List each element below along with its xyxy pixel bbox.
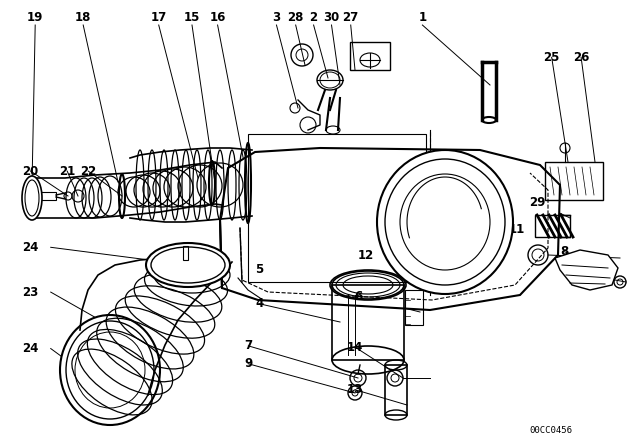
Text: 24: 24	[22, 342, 39, 355]
Text: 27: 27	[342, 10, 359, 24]
Bar	[248, 134, 426, 282]
Text: 6: 6	[355, 290, 362, 303]
Text: 15: 15	[184, 10, 200, 24]
Bar	[545, 162, 603, 200]
Text: 25: 25	[543, 51, 560, 64]
Text: 5: 5	[255, 263, 263, 276]
Text: 1: 1	[419, 10, 426, 24]
Text: 9: 9	[244, 357, 252, 370]
Bar	[535, 215, 570, 237]
Text: 29: 29	[529, 196, 546, 209]
Text: 18: 18	[75, 10, 92, 24]
Text: 2: 2	[310, 10, 317, 24]
Text: 14: 14	[347, 340, 364, 354]
Text: 17: 17	[150, 10, 167, 24]
Text: 12: 12	[358, 249, 374, 262]
Bar	[332, 285, 404, 360]
Text: 16: 16	[209, 10, 226, 24]
Bar	[38, 192, 56, 200]
Text: 3: 3	[273, 10, 280, 24]
Text: 11: 11	[509, 223, 525, 236]
Bar	[385, 365, 407, 415]
Text: 23: 23	[22, 285, 39, 299]
Text: 21: 21	[59, 164, 76, 178]
Text: 22: 22	[80, 164, 97, 178]
Text: 4: 4	[255, 297, 263, 310]
Ellipse shape	[377, 150, 513, 294]
Text: 24: 24	[22, 241, 39, 254]
Bar	[350, 42, 390, 70]
Text: 20: 20	[22, 164, 39, 178]
Text: 7: 7	[244, 339, 252, 353]
Text: 28: 28	[287, 10, 304, 24]
Bar	[405, 290, 423, 325]
Text: 00CC0456: 00CC0456	[529, 426, 572, 435]
Text: 10: 10	[564, 266, 581, 279]
Polygon shape	[220, 148, 560, 310]
Text: 19: 19	[27, 10, 44, 24]
Text: 8: 8	[561, 245, 568, 258]
Polygon shape	[555, 250, 618, 290]
Ellipse shape	[146, 243, 230, 287]
Text: 26: 26	[573, 51, 589, 64]
Bar	[183, 246, 188, 260]
Ellipse shape	[22, 176, 42, 220]
Ellipse shape	[60, 315, 160, 425]
Text: 13: 13	[347, 383, 364, 396]
Text: 30: 30	[323, 10, 340, 24]
